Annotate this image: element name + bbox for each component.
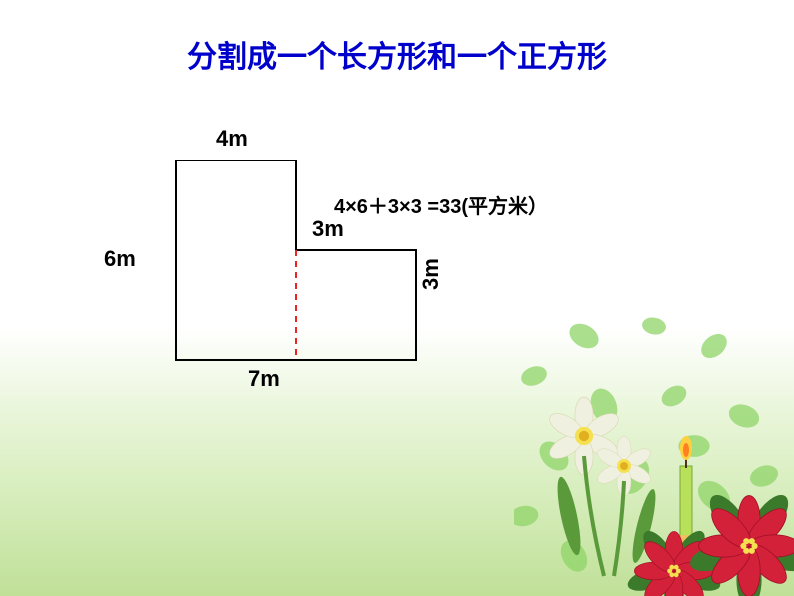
l-shape-diagram: 4m 6m 3m 3m 7m [88, 160, 358, 420]
label-bottom: 7m [248, 366, 280, 392]
label-left: 6m [104, 246, 136, 272]
page-title: 分割成一个长方形和一个正方形 [0, 32, 794, 76]
label-mid-top: 3m [312, 216, 344, 242]
label-mid-right: 3m [418, 258, 444, 290]
corner-decoration [514, 316, 794, 596]
decor-svg [514, 316, 794, 596]
label-top: 4m [216, 126, 248, 152]
area-formula: 4×6＋3×3 =33(平方米） [334, 190, 548, 219]
